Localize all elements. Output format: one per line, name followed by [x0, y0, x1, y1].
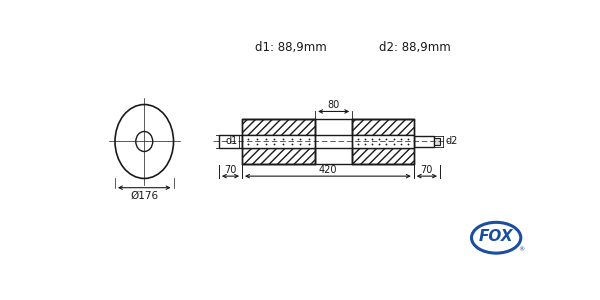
- Bar: [414, 136, 434, 147]
- Bar: [242, 148, 315, 164]
- Text: 70: 70: [224, 165, 236, 175]
- Bar: [242, 119, 315, 164]
- Text: ®: ®: [518, 248, 524, 253]
- Text: d2: d2: [445, 136, 458, 146]
- Bar: [242, 135, 315, 148]
- Text: 70: 70: [421, 165, 433, 175]
- Text: 420: 420: [319, 165, 337, 175]
- Text: FOX: FOX: [479, 230, 514, 244]
- Bar: [219, 135, 242, 148]
- Bar: [434, 138, 440, 145]
- Bar: [352, 148, 414, 164]
- Text: Ø176: Ø176: [130, 191, 158, 201]
- Bar: [352, 135, 414, 148]
- Text: d2: 88,9mm: d2: 88,9mm: [379, 41, 451, 54]
- Bar: [352, 119, 414, 164]
- Text: 80: 80: [328, 100, 340, 110]
- Text: d1: d1: [225, 136, 238, 146]
- Bar: [242, 119, 315, 135]
- Text: d1: 88,9mm: d1: 88,9mm: [254, 41, 326, 54]
- Bar: [352, 119, 414, 135]
